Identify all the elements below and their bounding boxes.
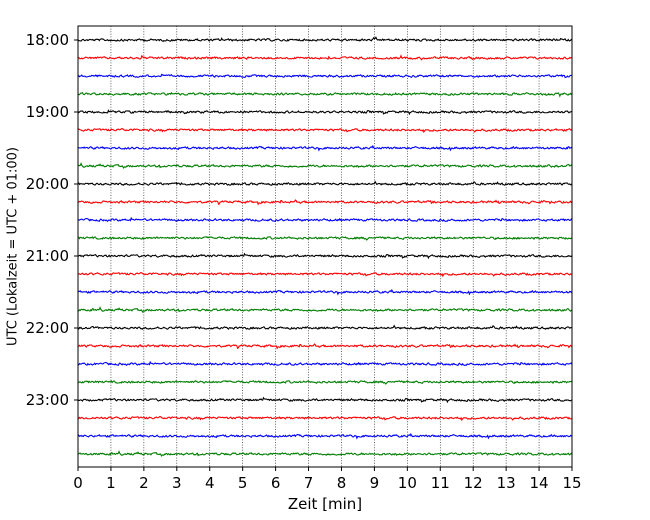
x-tick-label: 14 bbox=[530, 474, 549, 492]
seismic-trace bbox=[77, 216, 573, 222]
x-tick-label: 12 bbox=[464, 474, 483, 492]
seismic-trace bbox=[77, 36, 573, 42]
x-tick-label: 0 bbox=[73, 474, 83, 492]
x-tick-label: 3 bbox=[172, 474, 182, 492]
seismic-trace bbox=[77, 288, 573, 296]
x-axis-ticks: 0 1 2 3 4 5 6 7 8 9 10 11 12 13 14 15 bbox=[73, 467, 582, 492]
seismic-trace bbox=[77, 73, 573, 79]
seismic-trace bbox=[77, 343, 573, 350]
seismic-trace bbox=[77, 272, 573, 278]
x-tick-label: 15 bbox=[562, 474, 581, 492]
x-tick-label: 8 bbox=[337, 474, 347, 492]
seismic-trace bbox=[77, 162, 573, 170]
seismic-trace bbox=[77, 236, 573, 241]
x-tick-label: 6 bbox=[271, 474, 281, 492]
seismic-trace bbox=[77, 180, 573, 186]
seismic-trace bbox=[77, 128, 573, 134]
x-tick-label: 13 bbox=[497, 474, 516, 492]
y-tick-label: 22:00 bbox=[26, 319, 69, 337]
x-axis-label: Zeit [min] bbox=[288, 495, 362, 513]
seismic-trace bbox=[77, 199, 573, 206]
seismic-trace bbox=[77, 54, 573, 61]
seismic-trace bbox=[77, 306, 573, 314]
x-tick-label: 11 bbox=[431, 474, 450, 492]
x-tick-label: 5 bbox=[238, 474, 248, 492]
y-tick-label: 18:00 bbox=[26, 31, 69, 49]
seismic-trace bbox=[77, 416, 573, 422]
x-tick-label: 1 bbox=[106, 474, 116, 492]
seismic-trace bbox=[77, 380, 573, 385]
seismic-trace bbox=[77, 360, 573, 366]
y-axis-ticks: 18:00 19:00 20:00 21:00 22:00 23:00 bbox=[26, 31, 78, 409]
seismic-trace bbox=[77, 91, 573, 98]
x-tick-label: 2 bbox=[139, 474, 149, 492]
grid-lines bbox=[110, 26, 540, 467]
y-tick-label: 19:00 bbox=[26, 103, 69, 121]
seismic-trace bbox=[77, 324, 573, 330]
seismic-trace bbox=[77, 432, 573, 440]
seismic-trace bbox=[77, 450, 573, 458]
seismic-trace bbox=[77, 252, 573, 260]
seismic-trace bbox=[77, 109, 573, 116]
seismic-trace bbox=[77, 396, 573, 404]
y-tick-label: 20:00 bbox=[26, 175, 69, 193]
x-tick-label: 9 bbox=[370, 474, 380, 492]
y-tick-label: 23:00 bbox=[26, 391, 69, 409]
x-tick-label: 4 bbox=[205, 474, 215, 492]
y-axis-label: UTC (Lokalzeit = UTC + 01:00) bbox=[6, 147, 21, 346]
x-tick-label: 7 bbox=[304, 474, 314, 492]
seismic-trace bbox=[77, 144, 573, 152]
trace-group bbox=[77, 36, 573, 458]
y-tick-label: 21:00 bbox=[26, 247, 69, 265]
plot-frame bbox=[77, 25, 573, 468]
x-tick-label: 10 bbox=[398, 474, 417, 492]
